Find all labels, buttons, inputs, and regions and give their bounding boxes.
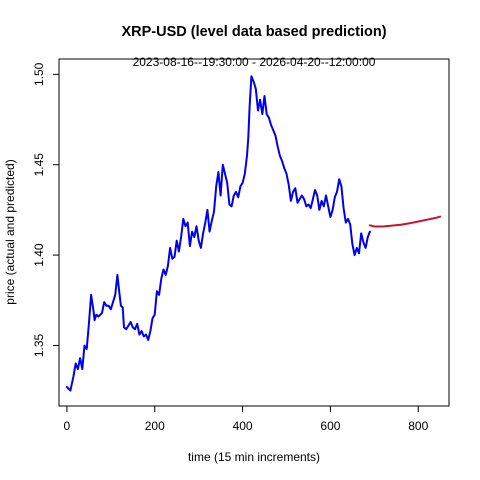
y-tick-label: 1.40 — [32, 243, 46, 267]
actual-series-line — [65, 75, 371, 392]
x-tick-label: 600 — [320, 419, 340, 433]
chart-title: XRP-USD (level data based prediction) — [121, 24, 386, 40]
y-axis-label: price (actual and predicted) — [3, 159, 17, 304]
x-tick-label: 200 — [145, 419, 165, 433]
y-tick-label: 1.35 — [32, 333, 46, 357]
series-layer — [65, 75, 442, 392]
x-tick-label: 400 — [233, 419, 253, 433]
x-axis-label: time (15 min increments) — [188, 450, 320, 464]
predicted-series-line — [368, 215, 442, 228]
y-axis: 1.35 1.40 1.45 1.50 — [32, 62, 59, 357]
chart-subtitle: 2023-08-16--19:30:00 - 2026-04-20--12:00… — [133, 55, 376, 69]
x-axis: 0 200 400 600 800 — [64, 406, 429, 433]
x-tick-label: 0 — [64, 419, 71, 433]
y-tick-label: 1.50 — [32, 62, 46, 86]
plot-area-frame — [58, 58, 450, 407]
x-tick-label: 800 — [408, 419, 428, 433]
y-tick-label: 1.45 — [32, 153, 46, 177]
